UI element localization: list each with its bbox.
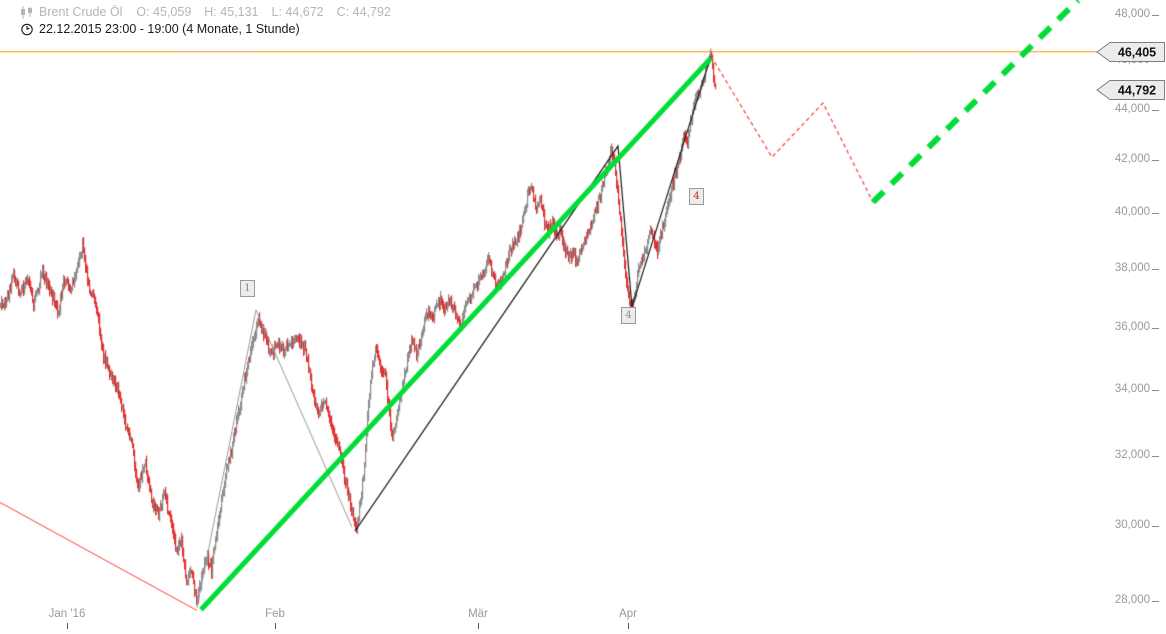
- x-axis-tick: [478, 623, 479, 629]
- x-axis-tick: [67, 623, 68, 629]
- instrument-header: Brent Crude Öl O: 45,059 H: 45,131 L: 44,6…: [20, 5, 404, 19]
- ohlc-pair: O: 45,059: [136, 5, 192, 19]
- y-axis-label: 34,000: [1114, 383, 1150, 395]
- y-axis-label: 28,000: [1114, 594, 1150, 607]
- instrument-name: Brent Crude Öl: [39, 5, 123, 19]
- y-axis-tick: [1152, 61, 1159, 63]
- y-axis-label: 36,000: [1114, 320, 1150, 333]
- x-axis-label: Mär: [468, 608, 488, 620]
- y-axis-tick: [1152, 526, 1159, 528]
- wave-label-1[interactable]: 1: [240, 280, 255, 297]
- clock-icon: [20, 23, 34, 36]
- price-badge: 44,792: [1096, 80, 1165, 101]
- y-axis-tick: [1152, 109, 1159, 111]
- ohlc-pair: C: 44,792: [336, 5, 391, 19]
- y-axis-label: 48,000: [1114, 8, 1150, 20]
- x-axis-label: Feb: [265, 608, 285, 620]
- timeframe-label: 22.12.2015 23:00 - 19:00 (4 Monate, 1 St…: [39, 22, 300, 36]
- y-axis-label: 38,000: [1114, 262, 1150, 275]
- price-badge-value: 44,792: [1118, 84, 1156, 98]
- x-axis-tick: [628, 623, 629, 629]
- y-axis-tick: [1152, 327, 1159, 329]
- wave-label-4[interactable]: 4: [689, 188, 704, 205]
- y-axis-label: 40,000: [1114, 206, 1150, 219]
- price-badge-value: 46,405: [1118, 45, 1156, 59]
- y-axis-tick: [1152, 455, 1159, 457]
- y-axis-label: 44,000: [1114, 102, 1150, 115]
- ohlc-pair: L: 44,672: [271, 5, 324, 19]
- y-axis-tick: [1152, 601, 1159, 603]
- candlestick-icon: [20, 5, 34, 19]
- y-axis-tick: [1152, 269, 1159, 271]
- y-axis-label: 42,000: [1114, 153, 1150, 166]
- ohlc-values: O: 45,059 H: 45,131 L: 44,672 C: 44,792: [136, 5, 403, 19]
- y-axis-tick: [1152, 160, 1159, 162]
- y-axis-tick: [1152, 390, 1159, 391]
- y-axis-tick: [1152, 213, 1159, 215]
- wave-label-4[interactable]: 4: [621, 307, 636, 324]
- y-axis-label: 32,000: [1114, 448, 1150, 461]
- x-axis-label: Apr: [619, 608, 637, 620]
- price-badge: 46,405: [1096, 41, 1165, 62]
- ohlc-pair: H: 45,131: [204, 5, 259, 19]
- x-axis-label: Jan '16: [48, 608, 86, 620]
- y-axis-tick: [1152, 15, 1159, 16]
- timeframe-header: 22.12.2015 23:00 - 19:00 (4 Monate, 1 St…: [20, 22, 300, 36]
- x-axis-tick: [275, 623, 276, 629]
- y-axis-label: 30,000: [1114, 519, 1150, 532]
